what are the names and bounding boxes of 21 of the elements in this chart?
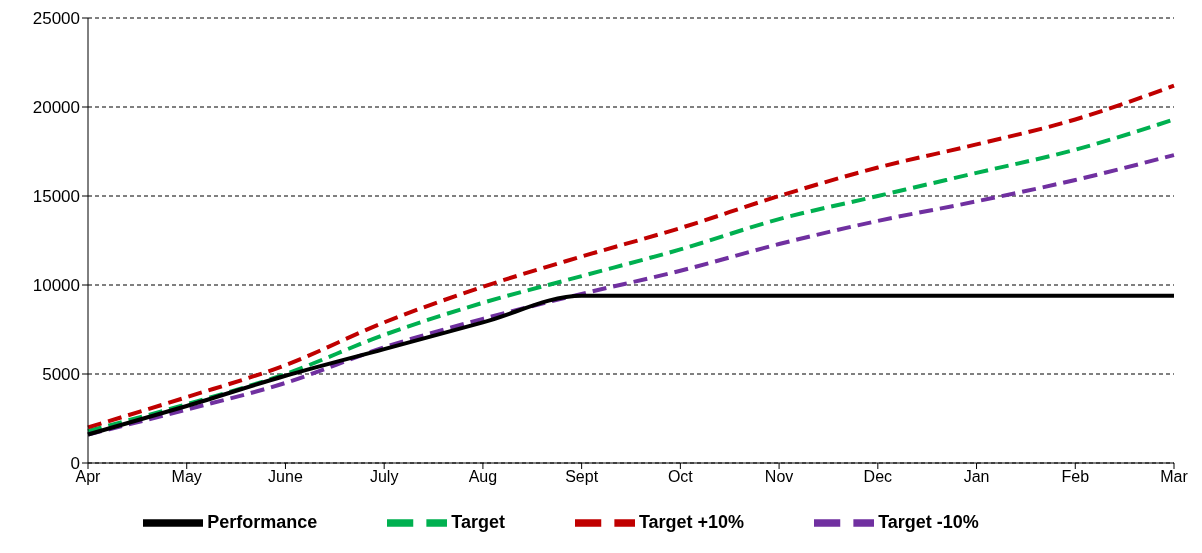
x-tick-label: Feb [1061, 468, 1090, 486]
x-tick-label: Aug [468, 468, 498, 486]
legend-label: Target -10% [878, 511, 979, 532]
y-tick-label: 20000 [32, 98, 80, 118]
x-tick-label: Mar [1160, 468, 1189, 486]
x-tick-label: Oct [667, 468, 694, 486]
x-tick-label: June [268, 468, 303, 486]
y-tick-label: 10000 [32, 276, 80, 296]
y-tick-label: 25000 [32, 9, 80, 29]
legend-label: Target [451, 511, 505, 532]
x-tick-label: Dec [863, 468, 893, 486]
x-tick-label: Jan [963, 468, 990, 486]
x-tick-label: July [369, 468, 399, 486]
x-tick-label: Sept [565, 468, 599, 486]
x-tick-label: Apr [75, 468, 102, 486]
y-tick-label: 5000 [42, 365, 80, 385]
x-tick-label: Nov [764, 468, 794, 486]
y-tick-label: 15000 [32, 187, 80, 207]
x-tick-label: May [171, 468, 202, 486]
legend-label: Performance [207, 511, 318, 532]
legend-label: Target +10% [638, 511, 745, 532]
